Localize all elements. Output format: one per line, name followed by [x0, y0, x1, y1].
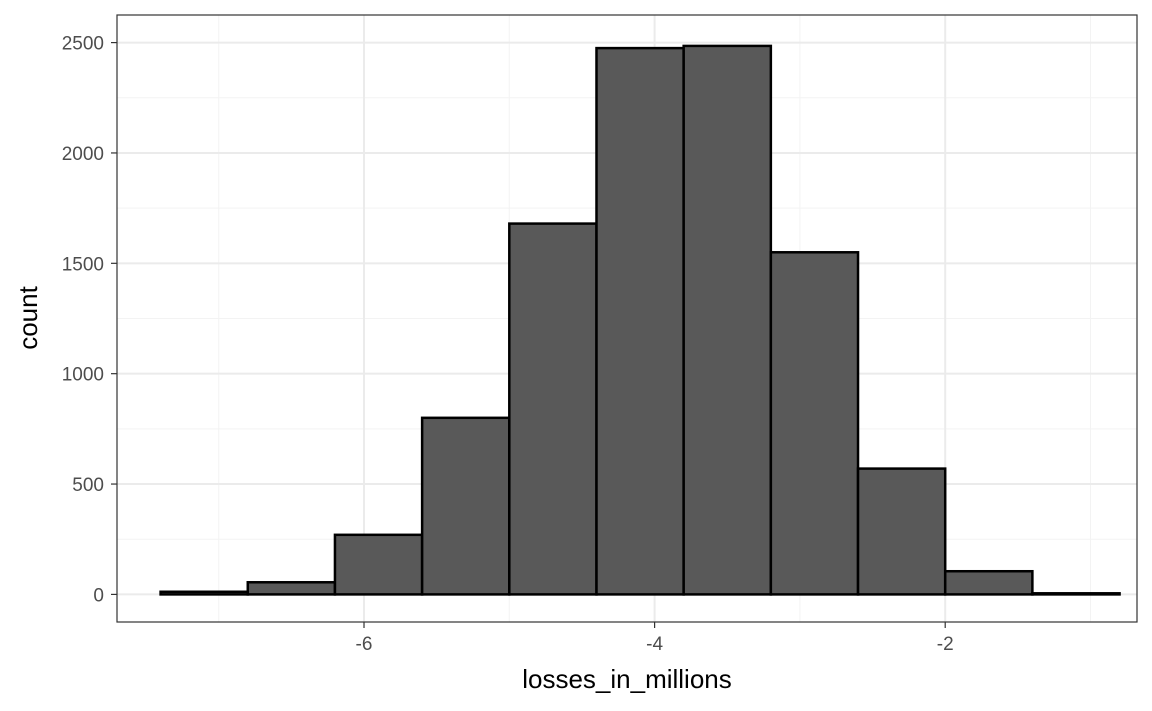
histogram-bar-10 — [1031, 592, 1121, 596]
y-tick-label: 0 — [93, 585, 104, 606]
x-axis-title: losses_in_millions — [522, 664, 732, 694]
histogram-bar-1 — [246, 581, 337, 596]
y-axis-title: count — [13, 285, 43, 349]
histogram-bar-4 — [508, 222, 598, 596]
histogram-bar-6 — [682, 44, 773, 596]
histogram-bar-5 — [595, 46, 685, 596]
histogram-bar-0 — [159, 590, 250, 596]
histogram-bars — [159, 44, 1121, 596]
y-tick-label: 2500 — [62, 34, 104, 55]
histogram-bar-2 — [333, 533, 424, 596]
y-tick-label: 1000 — [62, 365, 104, 386]
x-tick-label: -2 — [937, 634, 954, 655]
x-tick-label: -4 — [646, 634, 663, 655]
histogram-bar-8 — [856, 467, 947, 596]
histogram-bar-7 — [769, 251, 860, 596]
axis-ticks: -6 -4 -2 0 500 1000 1500 2000 2500 — [62, 34, 954, 655]
histogram-bar-3 — [420, 416, 511, 596]
histogram-bar-9 — [943, 569, 1034, 596]
y-tick-label: 1500 — [62, 254, 104, 275]
y-tick-label: 2000 — [62, 144, 104, 165]
y-tick-label: 500 — [72, 475, 104, 496]
x-tick-label: -6 — [356, 634, 373, 655]
panel-border — [116, 14, 1138, 623]
